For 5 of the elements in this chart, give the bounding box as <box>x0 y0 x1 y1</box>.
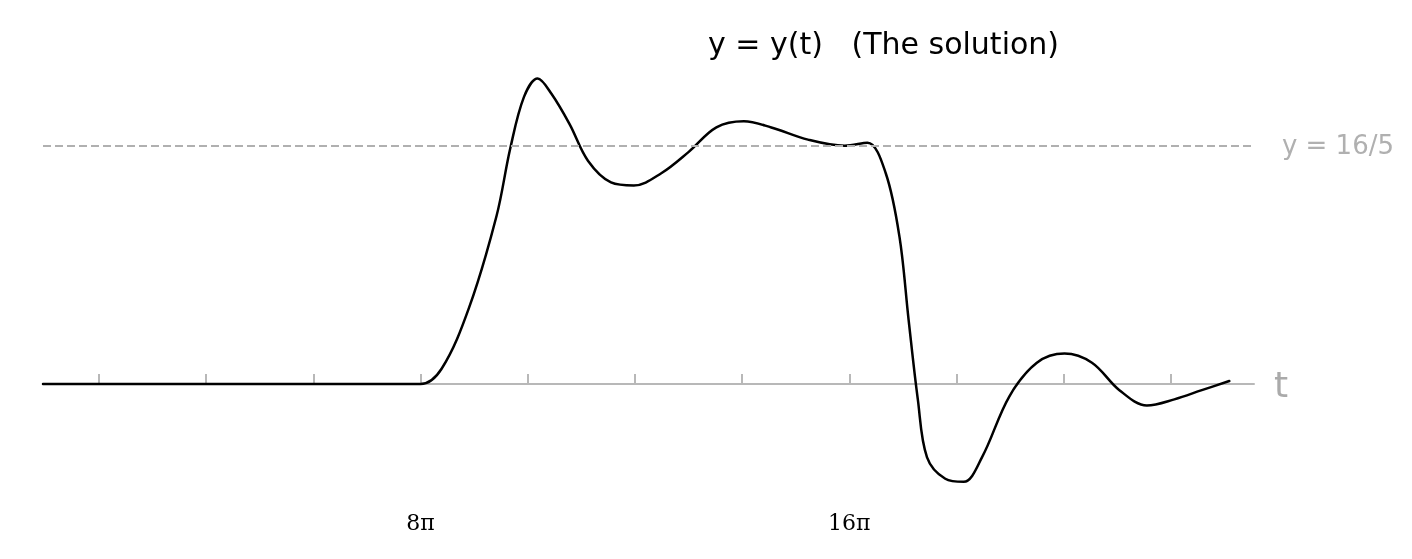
x-axis-title: t <box>1274 363 1289 405</box>
text: y = y(t) (The solution) <box>708 25 1060 61</box>
x-tick-label: 8π <box>406 509 435 535</box>
x-tick-label: 16π <box>828 509 871 535</box>
text: y = 16/5 <box>1281 129 1395 160</box>
